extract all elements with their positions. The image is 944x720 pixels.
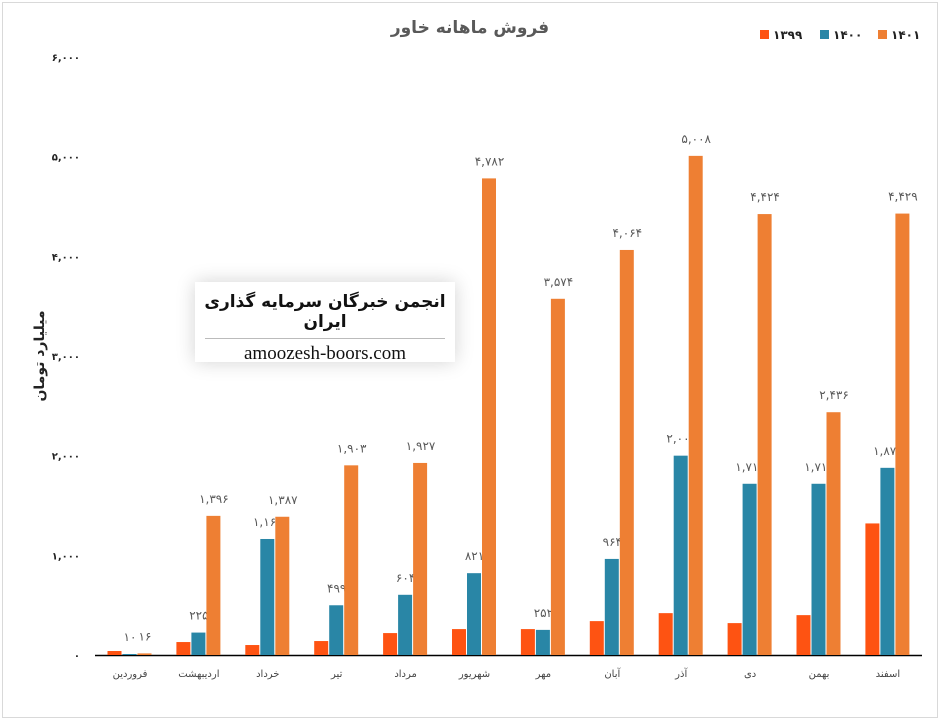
watermark-title: انجمن خبرگان سرمایه گذاری ایران: [204, 292, 446, 332]
bar-3-8: [619, 249, 634, 656]
data-label: ۴,۰۶۴: [612, 226, 642, 240]
bar-1-5: [383, 633, 398, 655]
bar-2-11: [811, 483, 826, 655]
x-tick-label: اسفند: [876, 669, 900, 680]
watermark: انجمن خبرگان سرمایه گذاری ایران amoozesh…: [195, 282, 455, 364]
bar-2-8: [604, 558, 619, 655]
bar-2-3: [260, 538, 275, 655]
y-axis-label: میلیارد تومان: [32, 310, 48, 401]
x-tick-label: آبان: [604, 667, 621, 680]
x-tick-label: مرداد: [394, 669, 417, 680]
y-tick-label: ۲,۰۰۰: [52, 452, 80, 463]
data-label: ۹۶۴: [603, 535, 622, 549]
x-tick-label: فروردین: [113, 669, 148, 680]
data-label: ۴,۴۲۹: [888, 190, 918, 204]
data-label: ۱,۳۹۶: [199, 492, 229, 506]
bar-3-10: [757, 214, 772, 656]
data-label: ۲۲۵: [189, 609, 208, 623]
bar-3-6: [482, 178, 496, 656]
bar-2-2: [191, 632, 206, 655]
chart-title: فروش ماهانه خاور: [390, 18, 549, 38]
y-tick-label: ۵,۰۰۰: [52, 153, 80, 164]
bar-3-1: [137, 653, 152, 655]
bar-1-4: [314, 641, 329, 655]
legend-swatch-3: [878, 30, 887, 39]
bar-1-11: [796, 615, 811, 655]
data-label: ۱,۹۲۷: [406, 439, 436, 453]
bar-2-7: [535, 629, 550, 655]
bar-2-10: [742, 483, 757, 655]
legend-swatch-2: [820, 30, 829, 39]
bar-2-5: [398, 594, 413, 655]
bar-1-1: [107, 651, 122, 655]
data-label: ۲,۴۳۶: [819, 388, 849, 402]
data-label: ۱,۹۰۳: [337, 441, 367, 455]
data-label: ۱,۱۶۴: [253, 515, 283, 529]
y-tick-label: ۳,۰۰۰: [52, 352, 80, 363]
x-tick-label: آذر: [674, 667, 688, 680]
bar-1-2: [176, 642, 191, 655]
bar-2-6: [467, 573, 481, 655]
data-label: ۲,۰۰۰: [666, 432, 696, 446]
x-tick-label: اردیبهشت: [178, 669, 219, 680]
y-tick-label: ۰: [74, 651, 80, 662]
x-tick-label: شهریور: [458, 669, 490, 680]
bar-1-8: [589, 621, 604, 655]
bar-3-7: [550, 298, 565, 655]
y-tick-label: ۱,۰۰۰: [52, 551, 80, 562]
bar-1-3: [245, 645, 260, 655]
watermark-divider: [205, 338, 445, 339]
x-tick-label: دی: [744, 669, 756, 680]
watermark-site: amoozesh-boors.com: [244, 343, 406, 364]
y-tick-label: ۴,۰۰۰: [52, 252, 80, 263]
bar-2-12: [880, 467, 895, 655]
bar-2-9: [673, 455, 688, 655]
legend-label: ۱۴۰۰: [833, 28, 862, 42]
bar-1-7: [520, 629, 535, 655]
bar-1-6: [452, 629, 466, 655]
data-label: ۱۰: [124, 630, 137, 644]
bar-2-4: [329, 605, 344, 655]
bar-3-4: [344, 465, 359, 655]
data-label: ۱۶: [139, 629, 152, 643]
bar-3-2: [206, 515, 221, 655]
bar-3-11: [826, 412, 841, 655]
data-label: ۴,۷۸۲: [475, 154, 505, 168]
data-label: ۸۲۱: [465, 549, 484, 563]
bar-3-12: [895, 213, 910, 655]
x-tick-label: بهمن: [809, 669, 830, 680]
bar-1-10: [727, 623, 742, 655]
legend-label: ۱۴۰۱: [891, 28, 920, 42]
x-tick-label: مهر: [535, 669, 551, 680]
bar-3-9: [688, 155, 703, 656]
x-tick-label: تیر: [330, 669, 343, 680]
bar-3-5: [413, 462, 428, 655]
bar-3-3: [275, 516, 290, 655]
x-tick-label: خرداد: [256, 669, 279, 680]
data-label: ۲۵۲: [534, 606, 553, 620]
data-label: ۵,۰۰۸: [681, 132, 711, 146]
y-tick-label: ۶,۰۰۰: [52, 53, 80, 64]
data-label: ۴,۴۲۴: [750, 190, 780, 204]
data-label: ۱,۳۸۷: [268, 493, 298, 507]
legend-label: ۱۳۹۹: [773, 28, 803, 42]
bar-1-12: [865, 523, 880, 655]
data-label: ۴۹۹: [327, 581, 346, 595]
data-label: ۶۰۴: [396, 571, 415, 585]
legend-swatch-1: [760, 30, 769, 39]
bar-1-9: [658, 613, 673, 655]
data-label: ۳,۵۷۴: [544, 275, 574, 289]
bar-2-1: [122, 654, 137, 655]
